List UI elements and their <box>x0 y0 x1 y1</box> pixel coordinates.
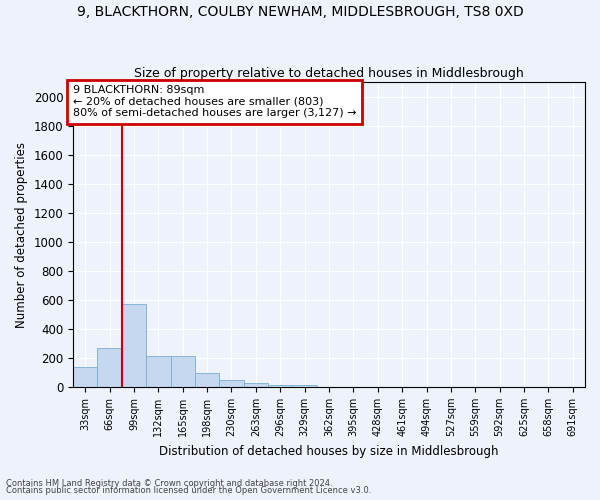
Text: Contains HM Land Registry data © Crown copyright and database right 2024.: Contains HM Land Registry data © Crown c… <box>6 478 332 488</box>
X-axis label: Distribution of detached houses by size in Middlesbrough: Distribution of detached houses by size … <box>159 444 499 458</box>
Bar <box>170 356 195 387</box>
Bar <box>122 304 146 387</box>
Text: 9, BLACKTHORN, COULBY NEWHAM, MIDDLESBROUGH, TS8 0XD: 9, BLACKTHORN, COULBY NEWHAM, MIDDLESBRO… <box>77 5 523 19</box>
Bar <box>97 348 122 387</box>
Y-axis label: Number of detached properties: Number of detached properties <box>15 142 28 328</box>
Bar <box>292 386 317 387</box>
Text: Contains public sector information licensed under the Open Government Licence v3: Contains public sector information licen… <box>6 486 371 495</box>
Bar <box>268 385 292 387</box>
Title: Size of property relative to detached houses in Middlesbrough: Size of property relative to detached ho… <box>134 66 524 80</box>
Bar <box>244 384 268 387</box>
Bar <box>195 373 220 387</box>
Text: 9 BLACKTHORN: 89sqm
← 20% of detached houses are smaller (803)
80% of semi-detac: 9 BLACKTHORN: 89sqm ← 20% of detached ho… <box>73 85 356 118</box>
Bar <box>146 356 170 387</box>
Bar <box>220 380 244 387</box>
Bar <box>73 368 97 387</box>
